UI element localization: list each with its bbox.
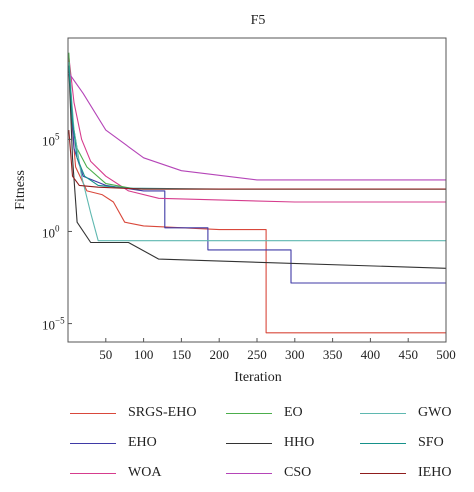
legend-item-cso: CSO (226, 463, 311, 483)
legend-swatch (70, 442, 116, 444)
y-axis-label: Fitness (13, 170, 28, 210)
legend-label: HHO (284, 435, 315, 450)
legend-item-ieho: IEHO (360, 463, 451, 483)
x-tick-label: 150 (172, 347, 192, 362)
legend-swatch (360, 472, 406, 474)
legend-item-sfo: SFO (360, 433, 444, 453)
x-tick-label: 450 (398, 347, 418, 362)
legend-swatch (226, 442, 272, 444)
legend-swatch (360, 442, 406, 444)
x-axis-label: Iteration (234, 370, 281, 385)
series-line-gwo (68, 61, 446, 242)
legend-swatch (70, 472, 116, 474)
legend-label: SRGS-EHO (128, 405, 197, 420)
legend-label: GWO (418, 405, 452, 420)
legend-item-eho: EHO (70, 433, 157, 453)
x-tick-label: 350 (323, 347, 343, 362)
series-line-srgs-eho (68, 60, 446, 334)
series-line-hho (68, 65, 447, 269)
series-line-eho (68, 65, 446, 284)
legend-label: IEHO (418, 465, 452, 480)
x-tick-label: 200 (209, 347, 229, 362)
legend-label: EO (284, 405, 303, 420)
chart-title: F5 (251, 13, 266, 28)
x-tick-label: 100 (134, 347, 154, 362)
series-layer (68, 52, 447, 334)
legend-item-eo: EO (226, 403, 303, 423)
x-tick-label: 250 (247, 347, 267, 362)
legend-item-woa: WOA (70, 463, 161, 483)
x-tick-label: 400 (361, 347, 381, 362)
plot-frame (67, 37, 447, 343)
legend-label: EHO (128, 435, 157, 450)
legend-item-gwo: GWO (360, 403, 451, 423)
legend-label: CSO (284, 465, 312, 480)
legend-swatch (226, 412, 272, 414)
legend-label: WOA (128, 465, 162, 480)
legend-swatch (360, 412, 406, 414)
legend-swatch (70, 412, 116, 414)
legend-item-srgs-eho: SRGS-EHO (70, 403, 196, 423)
legend-swatch (226, 472, 272, 474)
series-line-woa (68, 56, 446, 203)
x-tick-label: 50 (99, 347, 112, 362)
legend-item-hho: HHO (226, 433, 314, 453)
x-tick-label: 500 (436, 347, 456, 362)
legend-label: SFO (418, 435, 444, 450)
series-line-ieho (68, 130, 446, 190)
series-line-cso (68, 72, 446, 181)
x-tick-label: 300 (285, 347, 305, 362)
